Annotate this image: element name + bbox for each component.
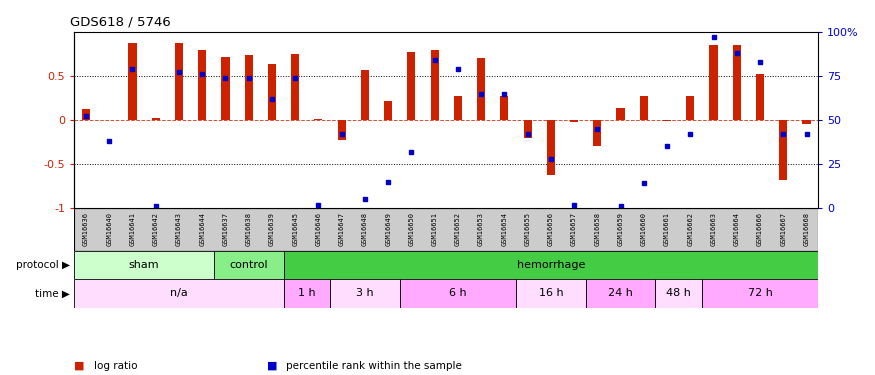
Bar <box>593 120 601 147</box>
Bar <box>802 120 810 124</box>
Text: GSM16657: GSM16657 <box>571 211 578 246</box>
Bar <box>360 70 369 120</box>
Text: GSM16641: GSM16641 <box>130 211 136 246</box>
Text: 3 h: 3 h <box>356 288 374 298</box>
Bar <box>384 100 392 120</box>
Bar <box>284 251 818 279</box>
Text: GSM16651: GSM16651 <box>431 211 438 246</box>
Bar <box>523 120 532 138</box>
Bar <box>82 108 90 120</box>
Text: GSM16637: GSM16637 <box>222 211 228 246</box>
Text: protocol ▶: protocol ▶ <box>16 260 70 270</box>
Bar <box>245 55 253 120</box>
Text: n/a: n/a <box>170 288 188 298</box>
Bar <box>585 279 655 308</box>
Bar <box>151 118 160 120</box>
Bar <box>663 120 671 121</box>
Text: 1 h: 1 h <box>298 288 316 298</box>
Text: GSM16668: GSM16668 <box>803 211 809 246</box>
Bar <box>477 58 485 120</box>
Text: GSM16648: GSM16648 <box>362 211 368 246</box>
Text: GSM16663: GSM16663 <box>710 211 717 246</box>
Text: GSM16667: GSM16667 <box>780 211 787 246</box>
Text: 6 h: 6 h <box>449 288 466 298</box>
Text: ■: ■ <box>267 361 277 370</box>
Text: GSM16643: GSM16643 <box>176 211 182 246</box>
Bar <box>221 57 229 120</box>
Text: sham: sham <box>129 260 159 270</box>
Text: GSM16656: GSM16656 <box>548 211 554 246</box>
Bar <box>500 96 508 120</box>
Text: GSM16639: GSM16639 <box>269 211 275 246</box>
Bar <box>655 279 702 308</box>
Text: GSM16638: GSM16638 <box>246 211 252 246</box>
Bar <box>408 52 416 120</box>
Text: time ▶: time ▶ <box>35 288 70 298</box>
Text: GDS618 / 5746: GDS618 / 5746 <box>70 15 171 28</box>
Text: GSM16655: GSM16655 <box>525 211 530 246</box>
Text: control: control <box>229 260 268 270</box>
Text: GSM16636: GSM16636 <box>83 211 89 246</box>
Bar <box>780 120 788 180</box>
Bar <box>732 45 741 120</box>
Text: GSM16664: GSM16664 <box>734 211 739 246</box>
Bar <box>516 279 585 308</box>
Text: log ratio: log ratio <box>94 361 137 370</box>
Bar <box>330 279 400 308</box>
Text: GSM16646: GSM16646 <box>315 211 321 246</box>
Text: GSM16650: GSM16650 <box>409 211 415 246</box>
Text: GSM16666: GSM16666 <box>757 211 763 246</box>
Bar <box>430 50 438 120</box>
Bar <box>547 120 555 175</box>
Text: 16 h: 16 h <box>538 288 564 298</box>
Text: ■: ■ <box>74 361 85 370</box>
Text: GSM16654: GSM16654 <box>501 211 507 246</box>
Bar <box>284 279 330 308</box>
Bar <box>291 54 299 120</box>
Bar <box>686 96 695 120</box>
Text: hemorrhage: hemorrhage <box>516 260 585 270</box>
Text: 48 h: 48 h <box>666 288 691 298</box>
Bar <box>214 251 284 279</box>
Bar <box>710 45 717 120</box>
Text: GSM16649: GSM16649 <box>385 211 391 246</box>
Bar <box>338 120 346 140</box>
Text: GSM16652: GSM16652 <box>455 211 461 246</box>
Text: percentile rank within the sample: percentile rank within the sample <box>286 361 462 370</box>
Bar <box>74 279 284 308</box>
Text: GSM16659: GSM16659 <box>618 211 624 246</box>
Bar <box>314 119 323 120</box>
Bar <box>198 50 206 120</box>
Text: 72 h: 72 h <box>747 288 773 298</box>
Text: GSM16640: GSM16640 <box>106 211 112 246</box>
Bar <box>268 64 276 120</box>
Text: GSM16660: GSM16660 <box>640 211 647 246</box>
Text: GSM16645: GSM16645 <box>292 211 298 246</box>
Text: GSM16653: GSM16653 <box>478 211 484 246</box>
Bar <box>129 44 136 120</box>
Text: 24 h: 24 h <box>608 288 633 298</box>
Bar <box>702 279 818 308</box>
Text: GSM16662: GSM16662 <box>687 211 693 246</box>
Bar <box>175 44 183 120</box>
Bar <box>570 120 578 122</box>
Bar <box>756 74 764 120</box>
Bar <box>617 108 625 120</box>
Bar <box>640 96 648 120</box>
Text: GSM16642: GSM16642 <box>153 211 158 246</box>
Text: GSM16661: GSM16661 <box>664 211 670 246</box>
Text: GSM16644: GSM16644 <box>200 211 206 246</box>
Text: GSM16658: GSM16658 <box>594 211 600 246</box>
Bar <box>400 279 516 308</box>
Bar <box>454 96 462 120</box>
Text: GSM16647: GSM16647 <box>339 211 345 246</box>
Bar <box>74 251 213 279</box>
